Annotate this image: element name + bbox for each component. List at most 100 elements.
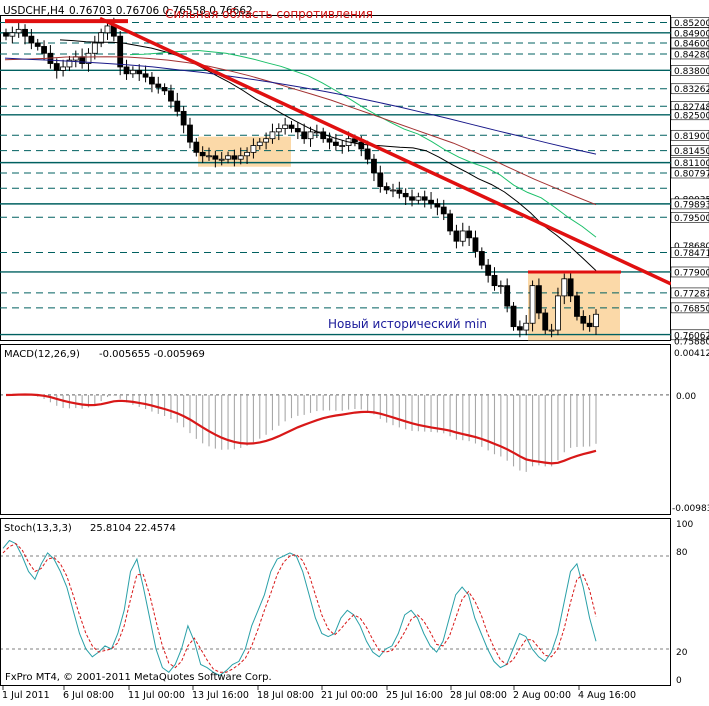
x-tick-label: 25 Jul 16:00 — [386, 690, 443, 701]
candle — [586, 322, 593, 328]
candle — [548, 329, 555, 332]
candle — [168, 90, 174, 102]
stoch-title: Stoch(13,3,3) — [4, 523, 72, 534]
price-tag — [670, 157, 709, 168]
candle — [326, 138, 333, 143]
candle — [523, 322, 530, 331]
candle — [41, 46, 47, 54]
stoch-tick-0: 0 — [676, 676, 682, 686]
price-tick-label: 0.85200 — [674, 19, 709, 29]
candle — [34, 42, 41, 47]
candle — [15, 28, 22, 34]
price-tag — [670, 211, 709, 223]
x-tick-label: 21 Jul 00:00 — [321, 690, 378, 701]
candle — [174, 100, 181, 112]
ohlc-label: 0.76703 0.76706 0.76558 0.76662 — [69, 5, 253, 17]
stoch-main-line — [2, 539, 597, 676]
price-tick-label: 0.83800 — [674, 67, 709, 77]
candle — [294, 128, 301, 133]
candle — [91, 42, 98, 54]
candle — [231, 155, 238, 160]
candle — [497, 285, 504, 288]
price-tick-label: 0.82748 — [674, 103, 709, 113]
candle — [180, 110, 187, 126]
symbol-label: USDCHF,H4 — [3, 5, 65, 17]
candle — [421, 196, 428, 201]
x-tick-label: 13 Jul 16:00 — [192, 690, 249, 701]
candle — [28, 35, 35, 44]
price-tag — [670, 48, 709, 60]
candle — [269, 131, 276, 140]
candle — [250, 145, 257, 153]
candle — [129, 69, 136, 75]
x-tick-label: 6 Jul 08:00 — [63, 690, 114, 701]
price-tag — [670, 329, 709, 341]
candle — [332, 141, 339, 146]
price-tick-label: 0.77900 — [674, 268, 709, 278]
price-tick-label: 0.75880 — [674, 338, 709, 348]
candle — [567, 278, 574, 297]
candle — [542, 312, 549, 331]
price-tick-label: 0.81900 — [674, 132, 709, 142]
price-tick-label: 0.84900 — [674, 29, 709, 39]
x-tick-label: 1 Jul 2011 — [2, 690, 50, 701]
price-tick-label: 0.77287 — [674, 289, 709, 299]
candle — [364, 148, 371, 160]
price-tick-label: 0.79500 — [674, 214, 709, 224]
stoch-tick-100: 100 — [676, 520, 693, 530]
candle — [206, 155, 212, 158]
x-tick-label: 18 Jul 08:00 — [257, 690, 314, 701]
consolidation-zone — [198, 136, 291, 167]
candle — [256, 141, 263, 146]
price-tick-label: 0.79893 — [674, 200, 709, 210]
price-tick-label: 0.84600 — [674, 40, 709, 50]
candle — [491, 274, 498, 287]
candle — [536, 285, 542, 314]
candle — [574, 295, 580, 317]
macd-values: -0.005655 -0.005969 — [99, 349, 205, 360]
stoch-tick-80: 80 — [676, 548, 688, 558]
candle — [485, 264, 492, 276]
candle — [580, 315, 587, 324]
candle — [371, 158, 377, 174]
candle — [529, 285, 536, 324]
moving-average-line — [4, 57, 597, 155]
candle — [383, 186, 390, 191]
candle — [415, 196, 422, 201]
candle — [85, 52, 92, 64]
candle — [218, 158, 225, 161]
candle — [307, 131, 314, 140]
candle — [212, 155, 219, 160]
candle — [263, 138, 270, 143]
candle — [53, 63, 60, 71]
candle — [199, 151, 206, 157]
candle — [161, 87, 168, 92]
copyright: FxPro MT4, © 2001-2011 MetaQuotes Softwa… — [5, 672, 272, 683]
candle — [104, 25, 111, 34]
candle — [3, 32, 9, 37]
stoch-tick-20: 20 — [676, 648, 688, 658]
candle — [193, 141, 200, 153]
candle — [434, 203, 441, 208]
price-tick-label: 0.78471 — [674, 249, 709, 259]
candle — [136, 69, 143, 75]
candle — [561, 278, 568, 297]
price-tag — [670, 287, 709, 299]
x-tick-label: 28 Jul 08:00 — [450, 690, 507, 701]
candle — [288, 124, 295, 129]
candle — [396, 189, 403, 194]
x-tick-label: 11 Jul 00:00 — [128, 690, 185, 701]
candle — [409, 196, 415, 201]
resistance-note: Сильная область сопротивления — [165, 7, 373, 21]
price-tag — [670, 129, 709, 141]
price-tick-label: 0.80797 — [674, 169, 709, 179]
macd-panel — [0, 344, 671, 515]
candle — [149, 76, 155, 85]
candle — [66, 59, 73, 68]
stoch-values: 25.8104 22.4574 — [90, 523, 176, 534]
candle — [478, 251, 485, 266]
price-tag — [670, 167, 709, 179]
candle — [9, 32, 16, 37]
price-tick-label: 0.81450 — [674, 147, 709, 157]
candle — [117, 35, 124, 68]
